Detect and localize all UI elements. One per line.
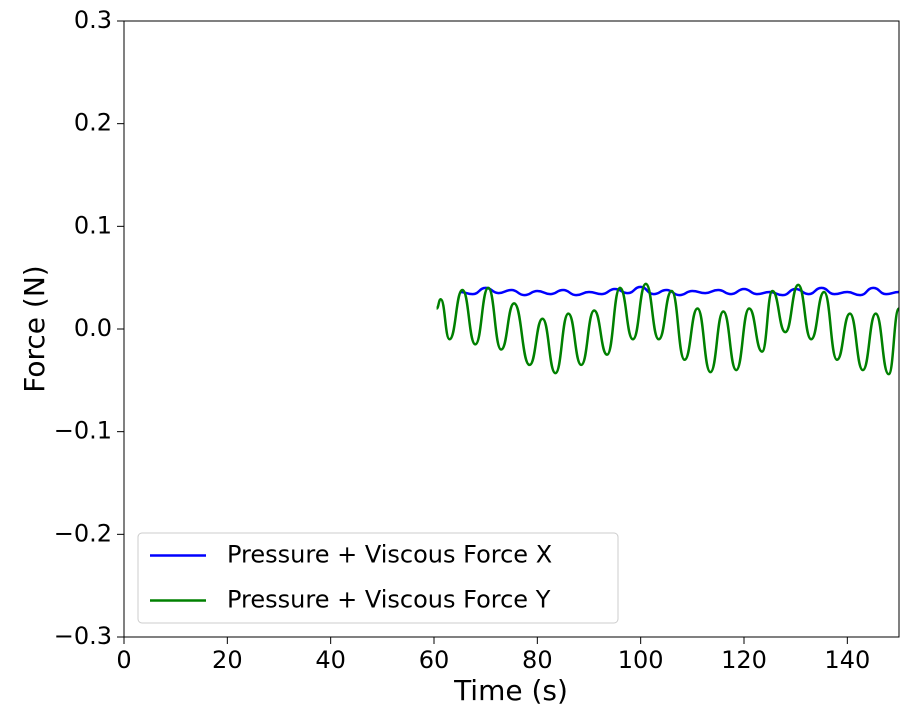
legend-label: Pressure + Viscous Force X (227, 541, 552, 569)
y-tick-label: −0.2 (54, 519, 112, 547)
y-tick-label: 0.0 (74, 314, 112, 342)
legend-label: Pressure + Viscous Force Y (227, 586, 551, 614)
x-tick-label: 60 (419, 646, 450, 674)
y-tick-label: 0.3 (74, 6, 112, 34)
y-tick-label: −0.1 (54, 417, 112, 445)
x-tick-label: 0 (116, 646, 131, 674)
data-line (459, 285, 900, 297)
plot-frame (123, 20, 900, 638)
x-tick-label: 120 (721, 646, 767, 674)
x-tick-label: 40 (315, 646, 346, 674)
x-tick-label: 100 (618, 646, 664, 674)
x-tick-label: 140 (824, 646, 870, 674)
legend-box (137, 532, 619, 624)
y-tick-label: 0.1 (74, 211, 112, 239)
x-tick-label: 20 (212, 646, 243, 674)
y-tick-label: −0.3 (54, 622, 112, 650)
y-tick-label: 0.2 (74, 109, 112, 137)
data-line (435, 282, 901, 376)
x-axis-label: Time (s) (453, 674, 568, 707)
y-axis-label: Force (N) (18, 265, 51, 392)
x-tick-label: 80 (522, 646, 553, 674)
